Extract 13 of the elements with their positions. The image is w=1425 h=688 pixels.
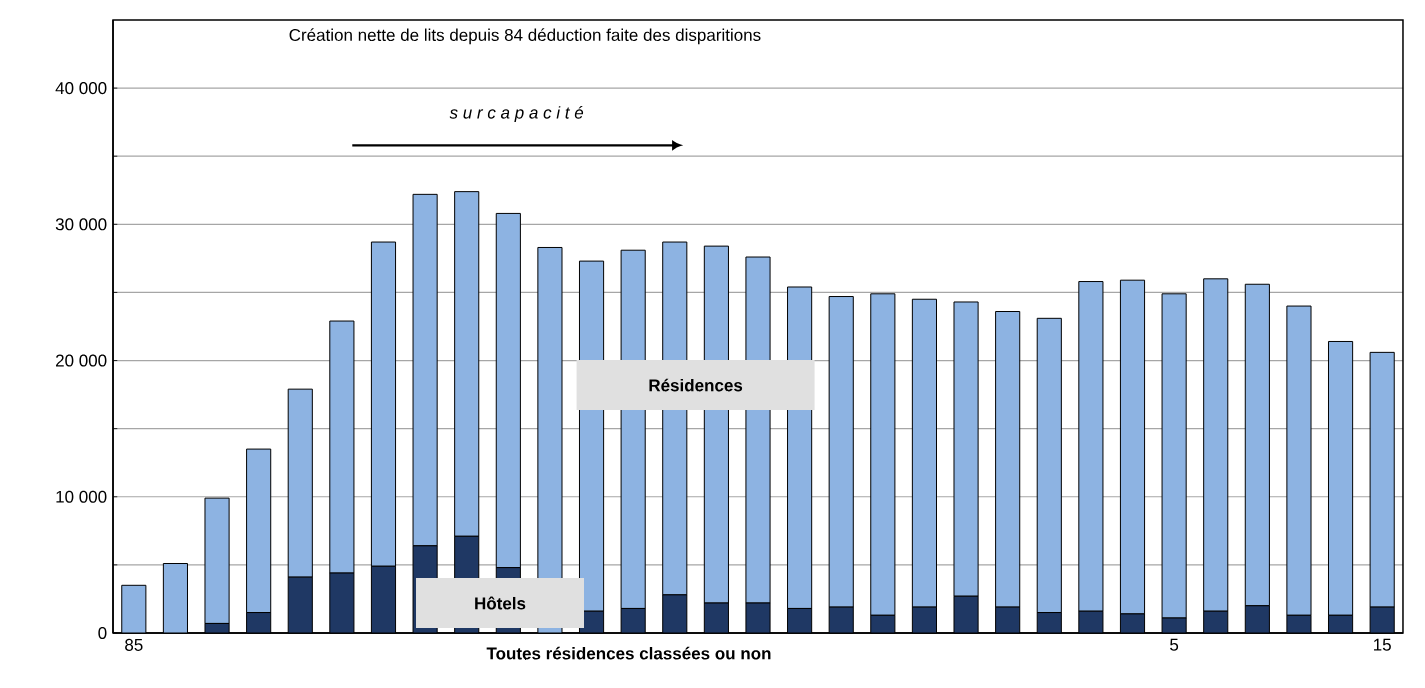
y-tick-label: 40 000 xyxy=(55,82,107,95)
y-tick-label: 20 000 xyxy=(56,354,107,367)
x-tick-label: 5 xyxy=(1170,638,1179,651)
y-tick-label: 30 000 xyxy=(55,218,107,231)
x-tick-label: 15 xyxy=(1374,638,1391,651)
series-label: Hôtels xyxy=(475,596,526,610)
annotation: s u r c a p a c i t é xyxy=(449,105,584,123)
x-tick-label: 85 xyxy=(125,638,143,651)
y-tick-label: 0 xyxy=(98,626,107,640)
chart-title: Création nette de lits depuis 84 déduction faite des disparitions xyxy=(289,28,761,45)
series-label: Résidences xyxy=(649,378,743,392)
y-tick-label: 10 000 xyxy=(56,490,107,503)
x-axis-title: Toutes résidences classées ou non xyxy=(486,646,771,660)
